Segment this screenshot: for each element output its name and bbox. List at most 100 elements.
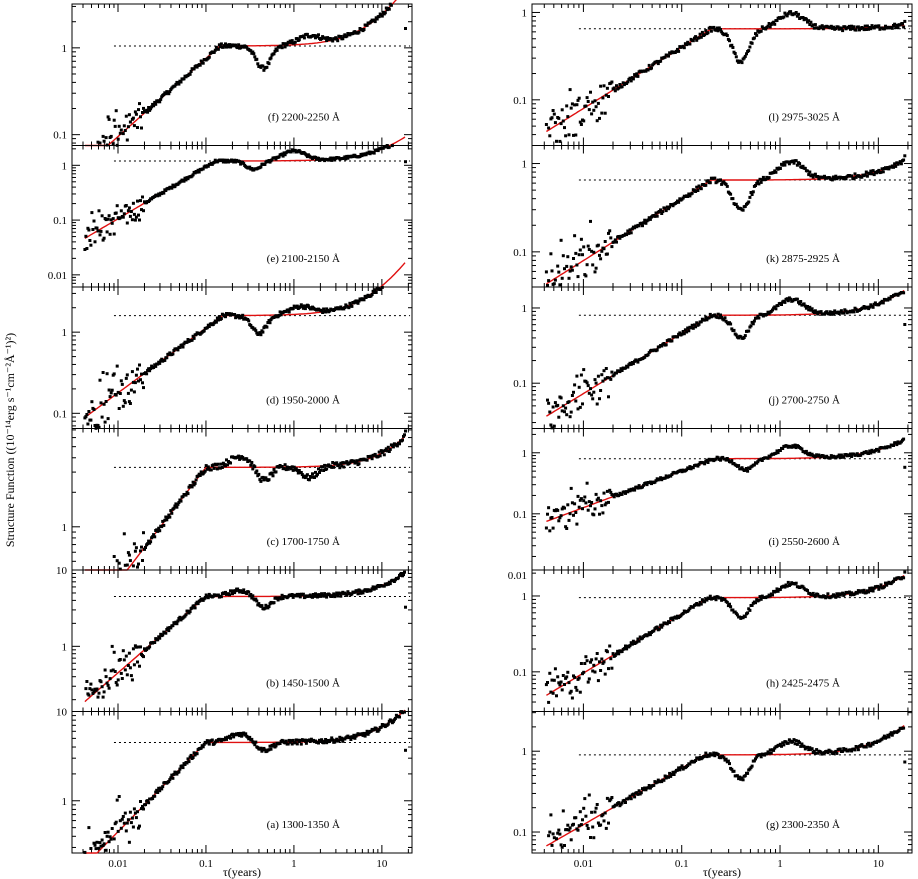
data-point bbox=[177, 82, 181, 86]
data-point bbox=[659, 59, 663, 63]
data-point bbox=[201, 598, 205, 602]
data-point bbox=[233, 158, 237, 162]
data-point bbox=[147, 539, 151, 543]
data-point bbox=[667, 207, 670, 211]
data-point bbox=[168, 90, 172, 94]
data-point bbox=[376, 149, 380, 153]
data-point bbox=[797, 12, 800, 16]
data-point bbox=[185, 340, 189, 344]
data-point bbox=[761, 175, 765, 179]
data-point bbox=[627, 796, 631, 800]
data-point bbox=[794, 159, 798, 163]
data-point bbox=[596, 374, 600, 378]
data-point bbox=[735, 613, 739, 617]
panel-frame bbox=[71, 711, 413, 854]
data-point bbox=[211, 463, 215, 467]
data-point bbox=[609, 797, 613, 801]
data-point bbox=[125, 673, 129, 677]
data-point bbox=[643, 218, 647, 222]
data-point bbox=[877, 587, 881, 591]
data-point bbox=[92, 219, 96, 223]
data-point bbox=[551, 526, 555, 530]
data-point bbox=[671, 204, 675, 208]
data-point bbox=[581, 402, 584, 406]
data-point bbox=[726, 759, 730, 763]
data-point bbox=[127, 553, 131, 557]
data-point bbox=[108, 395, 112, 399]
data-point bbox=[547, 700, 551, 704]
data-point bbox=[703, 754, 707, 758]
data-point bbox=[847, 24, 851, 28]
data-point bbox=[155, 528, 159, 532]
data-point bbox=[224, 42, 227, 46]
data-point bbox=[767, 751, 771, 755]
data-point bbox=[315, 474, 318, 478]
y-tick-label: 10 bbox=[56, 565, 68, 577]
data-point bbox=[231, 592, 234, 596]
data-point bbox=[844, 309, 848, 313]
data-point bbox=[641, 485, 644, 489]
data-point bbox=[153, 641, 157, 644]
data-point bbox=[355, 459, 359, 463]
data-point bbox=[314, 155, 317, 159]
data-point bbox=[106, 115, 110, 119]
data-point bbox=[587, 391, 591, 395]
data-point bbox=[202, 742, 206, 746]
data-point bbox=[272, 601, 276, 605]
model-fit-curve bbox=[84, 136, 406, 239]
data-point bbox=[335, 737, 339, 741]
data-point bbox=[267, 319, 271, 322]
data-point bbox=[585, 659, 589, 663]
data-point bbox=[365, 23, 369, 27]
data-point bbox=[343, 33, 347, 37]
data-point bbox=[743, 54, 747, 58]
data-point bbox=[284, 468, 288, 472]
data-point bbox=[811, 23, 815, 27]
data-point bbox=[361, 733, 365, 737]
data-point bbox=[867, 590, 871, 594]
data-point bbox=[581, 253, 584, 257]
data-point bbox=[786, 160, 790, 164]
data-point bbox=[564, 134, 568, 138]
data-point bbox=[338, 735, 342, 739]
data-point bbox=[332, 465, 336, 469]
data-point bbox=[134, 645, 138, 649]
data-point bbox=[170, 511, 174, 515]
data-point bbox=[116, 137, 120, 141]
data-point bbox=[120, 382, 124, 386]
data-point bbox=[103, 668, 107, 672]
data-point bbox=[134, 215, 138, 219]
data-point bbox=[115, 683, 119, 687]
data-point bbox=[558, 139, 562, 143]
data-point bbox=[806, 169, 809, 173]
data-point bbox=[265, 65, 269, 69]
data-point bbox=[139, 549, 142, 553]
data-point bbox=[129, 674, 133, 678]
data-point bbox=[558, 683, 562, 687]
data-point bbox=[118, 216, 122, 220]
data-point bbox=[902, 437, 906, 441]
data-point bbox=[559, 122, 563, 126]
data-point bbox=[820, 24, 824, 28]
data-point bbox=[371, 585, 375, 589]
data-point bbox=[576, 275, 580, 279]
data-point bbox=[688, 465, 692, 469]
data-point bbox=[903, 19, 907, 23]
data-point bbox=[609, 657, 613, 661]
data-point bbox=[778, 449, 782, 452]
data-point bbox=[563, 410, 566, 414]
data-point bbox=[325, 595, 329, 599]
data-point bbox=[365, 729, 369, 733]
y-tick-label: 1 bbox=[522, 159, 528, 171]
data-point bbox=[590, 112, 594, 116]
data-point bbox=[560, 108, 564, 112]
data-point bbox=[607, 500, 610, 504]
data-point bbox=[183, 176, 187, 180]
data-point bbox=[121, 404, 125, 408]
data-point bbox=[156, 791, 160, 794]
data-point bbox=[787, 162, 791, 166]
data-point bbox=[660, 212, 664, 215]
data-point bbox=[579, 123, 583, 126]
data-point bbox=[380, 451, 384, 455]
data-point bbox=[769, 751, 773, 755]
